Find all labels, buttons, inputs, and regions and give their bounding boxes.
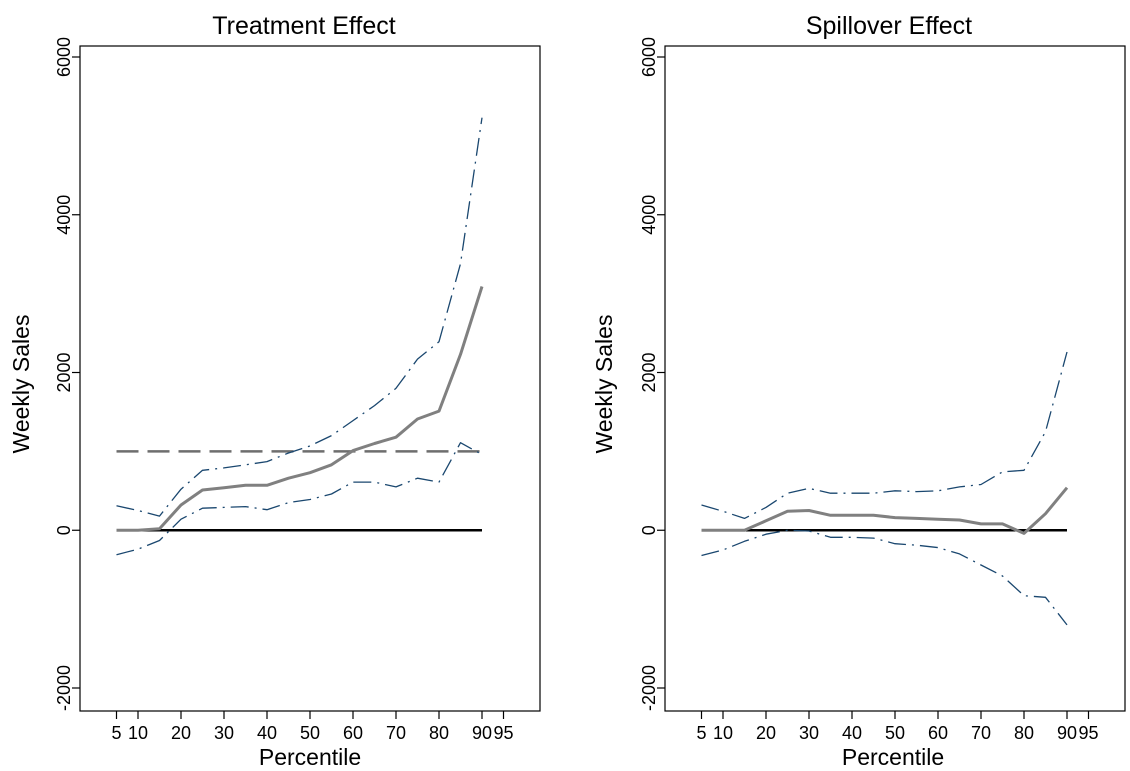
plot-frame — [664, 45, 1126, 712]
x-axis-label: Percentile — [259, 744, 361, 770]
x-axis-label: Percentile — [842, 744, 944, 770]
x-tick-label: 70 — [386, 723, 406, 743]
treatment-effect-panel: Treatment Effect Weekly Sales Percentile… — [8, 12, 541, 770]
reference-lines — [116, 450, 482, 532]
estimate-series-line — [701, 486, 1069, 535]
x-tick-label: 80 — [429, 723, 449, 743]
x-tick-label: 10 — [128, 723, 148, 743]
y-axis-label: Weekly Sales — [8, 315, 34, 454]
upper-series-line — [116, 117, 483, 517]
x-tick-label: 5 — [696, 723, 706, 743]
series-lines — [116, 117, 484, 556]
x-tick-label: 70 — [971, 723, 991, 743]
y-tick-label: 4000 — [639, 195, 659, 235]
estimate-series-line — [116, 286, 484, 532]
x-tick-label: 40 — [842, 723, 862, 743]
axis-ticks: 5 10 20 30 40 50 60 70 80 90 95 -2000 0 2000 4000 6000 — [54, 37, 514, 743]
x-tick-label: 60 — [928, 723, 948, 743]
plot-frame — [79, 45, 541, 712]
x-tick-label: 40 — [257, 723, 277, 743]
y-tick-label: 0 — [54, 525, 74, 535]
x-tick-label: 60 — [343, 723, 363, 743]
x-tick-label: 50 — [885, 723, 905, 743]
x-tick-label: 50 — [300, 723, 320, 743]
x-tick-label: 95 — [493, 723, 513, 743]
x-tick-label: 30 — [214, 723, 234, 743]
y-axis-label: Weekly Sales — [591, 315, 617, 454]
y-tick-label: 6000 — [639, 37, 659, 77]
lower-series-line — [701, 529, 1068, 626]
axis-ticks: 5 10 20 30 40 50 60 70 80 90 95 -2000 0 2000 4000 6000 — [639, 37, 1099, 743]
spillover-effect-panel: Spillover Effect Weekly Sales Percentile… — [591, 12, 1126, 770]
y-tick-label: 6000 — [54, 37, 74, 77]
y-tick-label: 2000 — [639, 352, 659, 392]
y-tick-label: 2000 — [54, 352, 74, 392]
chart-title: Spillover Effect — [806, 12, 972, 40]
x-tick-label: 30 — [799, 723, 819, 743]
x-tick-label: 10 — [713, 723, 733, 743]
x-tick-label: 20 — [171, 723, 191, 743]
upper-series-line — [701, 351, 1068, 520]
x-tick-label: 90 — [1057, 723, 1077, 743]
series-lines — [701, 351, 1069, 626]
x-tick-label: 5 — [111, 723, 121, 743]
x-tick-label: 90 — [472, 723, 492, 743]
x-tick-label: 80 — [1014, 723, 1034, 743]
x-tick-label: 20 — [756, 723, 776, 743]
y-tick-label: -2000 — [639, 665, 659, 711]
chart-title: Treatment Effect — [212, 12, 395, 40]
y-tick-label: -2000 — [54, 665, 74, 711]
x-tick-label: 95 — [1078, 723, 1098, 743]
lower-series-line — [116, 442, 483, 556]
y-tick-label: 0 — [639, 525, 659, 535]
y-tick-label: 4000 — [54, 195, 74, 235]
